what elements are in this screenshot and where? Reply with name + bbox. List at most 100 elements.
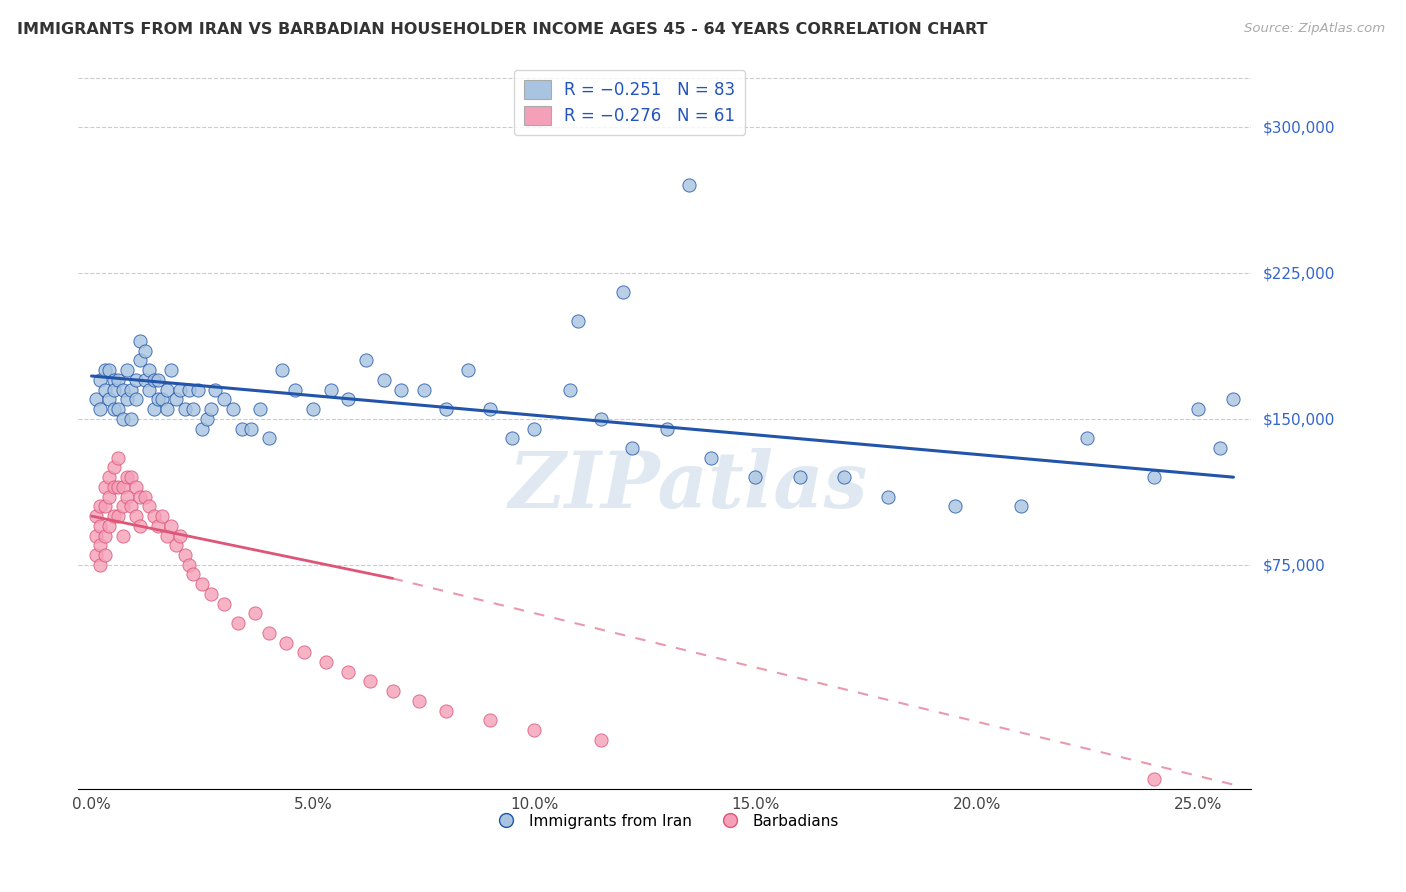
Point: [89, 402, 111, 417]
Point: [257, 625, 280, 640]
Point: [156, 402, 179, 417]
Point: [284, 383, 307, 397]
Point: [94, 480, 117, 494]
Point: [89, 558, 111, 572]
Point: [107, 373, 129, 387]
Point: [276, 635, 298, 649]
Point: [98, 490, 121, 504]
Point: [111, 480, 134, 494]
Point: [222, 402, 245, 417]
Point: [1222, 392, 1244, 407]
Point: [183, 402, 205, 417]
Point: [160, 363, 183, 377]
Point: [146, 373, 169, 387]
Point: [655, 421, 678, 435]
Point: [125, 509, 148, 524]
Text: ZIPatlas: ZIPatlas: [509, 448, 868, 524]
Point: [187, 383, 209, 397]
Point: [1076, 431, 1098, 445]
Point: [103, 460, 125, 475]
Point: [107, 402, 129, 417]
Point: [120, 470, 142, 484]
Point: [146, 392, 169, 407]
Point: [177, 558, 200, 572]
Point: [231, 421, 253, 435]
Point: [111, 383, 134, 397]
Point: [103, 402, 125, 417]
Point: [478, 714, 501, 728]
Point: [111, 500, 134, 514]
Point: [169, 528, 191, 542]
Point: [142, 509, 165, 524]
Text: Source: ZipAtlas.com: Source: ZipAtlas.com: [1244, 22, 1385, 36]
Point: [373, 373, 395, 387]
Point: [89, 373, 111, 387]
Point: [319, 383, 342, 397]
Point: [195, 411, 218, 425]
Point: [120, 500, 142, 514]
Point: [501, 431, 523, 445]
Point: [200, 587, 222, 601]
Point: [142, 373, 165, 387]
Point: [84, 509, 107, 524]
Point: [89, 500, 111, 514]
Point: [107, 480, 129, 494]
Point: [832, 470, 855, 484]
Point: [789, 470, 811, 484]
Point: [142, 402, 165, 417]
Point: [1187, 402, 1209, 417]
Point: [270, 363, 292, 377]
Point: [120, 411, 142, 425]
Point: [389, 383, 412, 397]
Point: [337, 392, 360, 407]
Point: [1143, 470, 1166, 484]
Point: [165, 538, 187, 552]
Point: [115, 490, 138, 504]
Text: IMMIGRANTS FROM IRAN VS BARBADIAN HOUSEHOLDER INCOME AGES 45 - 64 YEARS CORRELAT: IMMIGRANTS FROM IRAN VS BARBADIAN HOUSEH…: [17, 22, 987, 37]
Point: [134, 490, 156, 504]
Point: [94, 383, 117, 397]
Point: [169, 383, 191, 397]
Point: [129, 353, 152, 368]
Point: [292, 645, 315, 659]
Point: [98, 518, 121, 533]
Point: [84, 528, 107, 542]
Point: [94, 363, 117, 377]
Point: [523, 723, 546, 738]
Point: [612, 285, 634, 300]
Point: [115, 363, 138, 377]
Point: [138, 363, 160, 377]
Point: [134, 343, 156, 358]
Point: [214, 392, 236, 407]
Point: [146, 518, 169, 533]
Point: [94, 548, 117, 562]
Point: [589, 732, 612, 747]
Point: [125, 373, 148, 387]
Point: [1010, 500, 1032, 514]
Point: [249, 402, 271, 417]
Point: [412, 383, 434, 397]
Point: [558, 383, 581, 397]
Point: [98, 470, 121, 484]
Point: [478, 402, 501, 417]
Point: [98, 392, 121, 407]
Point: [125, 392, 148, 407]
Point: [94, 528, 117, 542]
Point: [700, 450, 723, 465]
Point: [129, 334, 152, 348]
Point: [567, 314, 589, 328]
Point: [107, 509, 129, 524]
Point: [107, 450, 129, 465]
Point: [111, 528, 134, 542]
Legend: Immigrants from Iran, Barbadians: Immigrants from Iran, Barbadians: [484, 807, 845, 835]
Point: [98, 363, 121, 377]
Point: [94, 500, 117, 514]
Point: [173, 548, 195, 562]
Point: [84, 548, 107, 562]
Point: [150, 392, 173, 407]
Point: [183, 567, 205, 582]
Point: [620, 441, 643, 455]
Point: [523, 421, 546, 435]
Point: [302, 402, 325, 417]
Point: [103, 383, 125, 397]
